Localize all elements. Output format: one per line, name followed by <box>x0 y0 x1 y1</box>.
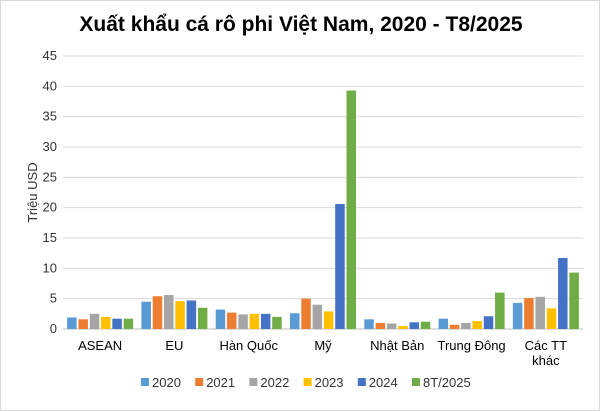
bar <box>323 311 334 329</box>
legend-swatch <box>303 378 312 386</box>
legend-swatch <box>357 378 366 386</box>
bar <box>398 325 408 329</box>
bar <box>535 296 545 329</box>
x-tick-label: Mỹ <box>314 338 332 353</box>
bar <box>197 307 208 329</box>
bar <box>123 318 134 329</box>
bar <box>152 296 163 329</box>
bar <box>409 322 419 329</box>
bar <box>524 298 534 329</box>
bar <box>67 317 77 329</box>
bar <box>272 316 282 329</box>
y-tick-label: 45 <box>43 48 57 63</box>
legend-swatch <box>249 378 258 386</box>
legend-label: 2024 <box>369 375 398 390</box>
bar <box>141 301 151 329</box>
bar <box>301 298 311 329</box>
chart-title: Xuất khẩu cá rô phi Việt Nam, 2020 - T8/… <box>79 13 523 36</box>
bar <box>558 258 568 329</box>
bar <box>186 300 197 329</box>
bar <box>101 316 111 329</box>
legend-label: 2020 <box>152 375 181 390</box>
x-tick-label: Các TT <box>525 338 567 353</box>
legend-swatch <box>141 378 149 386</box>
y-tick-label: 10 <box>43 260 57 275</box>
x-tick-label: EU <box>165 338 183 353</box>
bar <box>438 318 449 329</box>
y-tick-label: 25 <box>43 169 57 184</box>
legend-label: 2023 <box>315 375 344 390</box>
bar <box>78 319 88 329</box>
bar <box>364 319 374 329</box>
bar <box>112 318 122 329</box>
legend-label: 2022 <box>260 375 289 390</box>
y-tick-label: 20 <box>43 200 57 215</box>
legend-swatch <box>195 378 204 386</box>
bar <box>89 313 100 329</box>
y-tick-label: 5 <box>50 291 57 306</box>
y-tick-label: 0 <box>50 321 57 336</box>
x-tick-label: Hàn Quốc <box>219 338 278 353</box>
bar <box>386 323 397 329</box>
bar <box>335 204 345 329</box>
bar <box>495 292 505 329</box>
y-tick-label: 35 <box>43 109 57 124</box>
y-tick-label: 30 <box>43 139 57 154</box>
bar <box>375 322 386 329</box>
bar <box>175 301 185 329</box>
bar <box>346 90 356 329</box>
legend-label: 8T/2025 <box>423 375 471 390</box>
legend-swatch <box>412 378 420 386</box>
x-tick-label: ASEAN <box>78 338 122 353</box>
bar <box>164 295 174 329</box>
x-tick-label: Trung Đông <box>437 338 505 353</box>
bar <box>472 321 482 329</box>
bar <box>420 321 431 329</box>
bar <box>227 312 237 329</box>
y-tick-label: 15 <box>43 230 57 245</box>
x-tick-label: khác <box>532 353 560 368</box>
bar <box>512 302 523 329</box>
bar <box>569 272 579 329</box>
bar <box>546 308 557 329</box>
bar <box>449 324 460 329</box>
x-tick-label: Nhật Bản <box>370 338 424 353</box>
bar <box>260 313 271 329</box>
bar <box>249 313 260 329</box>
bar <box>461 322 471 329</box>
legend-label: 2021 <box>206 375 235 390</box>
bar <box>238 314 248 329</box>
y-axis-label: Triệu USD <box>25 162 40 222</box>
bar <box>215 309 226 329</box>
bar <box>290 313 300 329</box>
bar <box>312 304 323 329</box>
bar <box>483 316 494 329</box>
y-tick-label: 40 <box>43 78 57 93</box>
